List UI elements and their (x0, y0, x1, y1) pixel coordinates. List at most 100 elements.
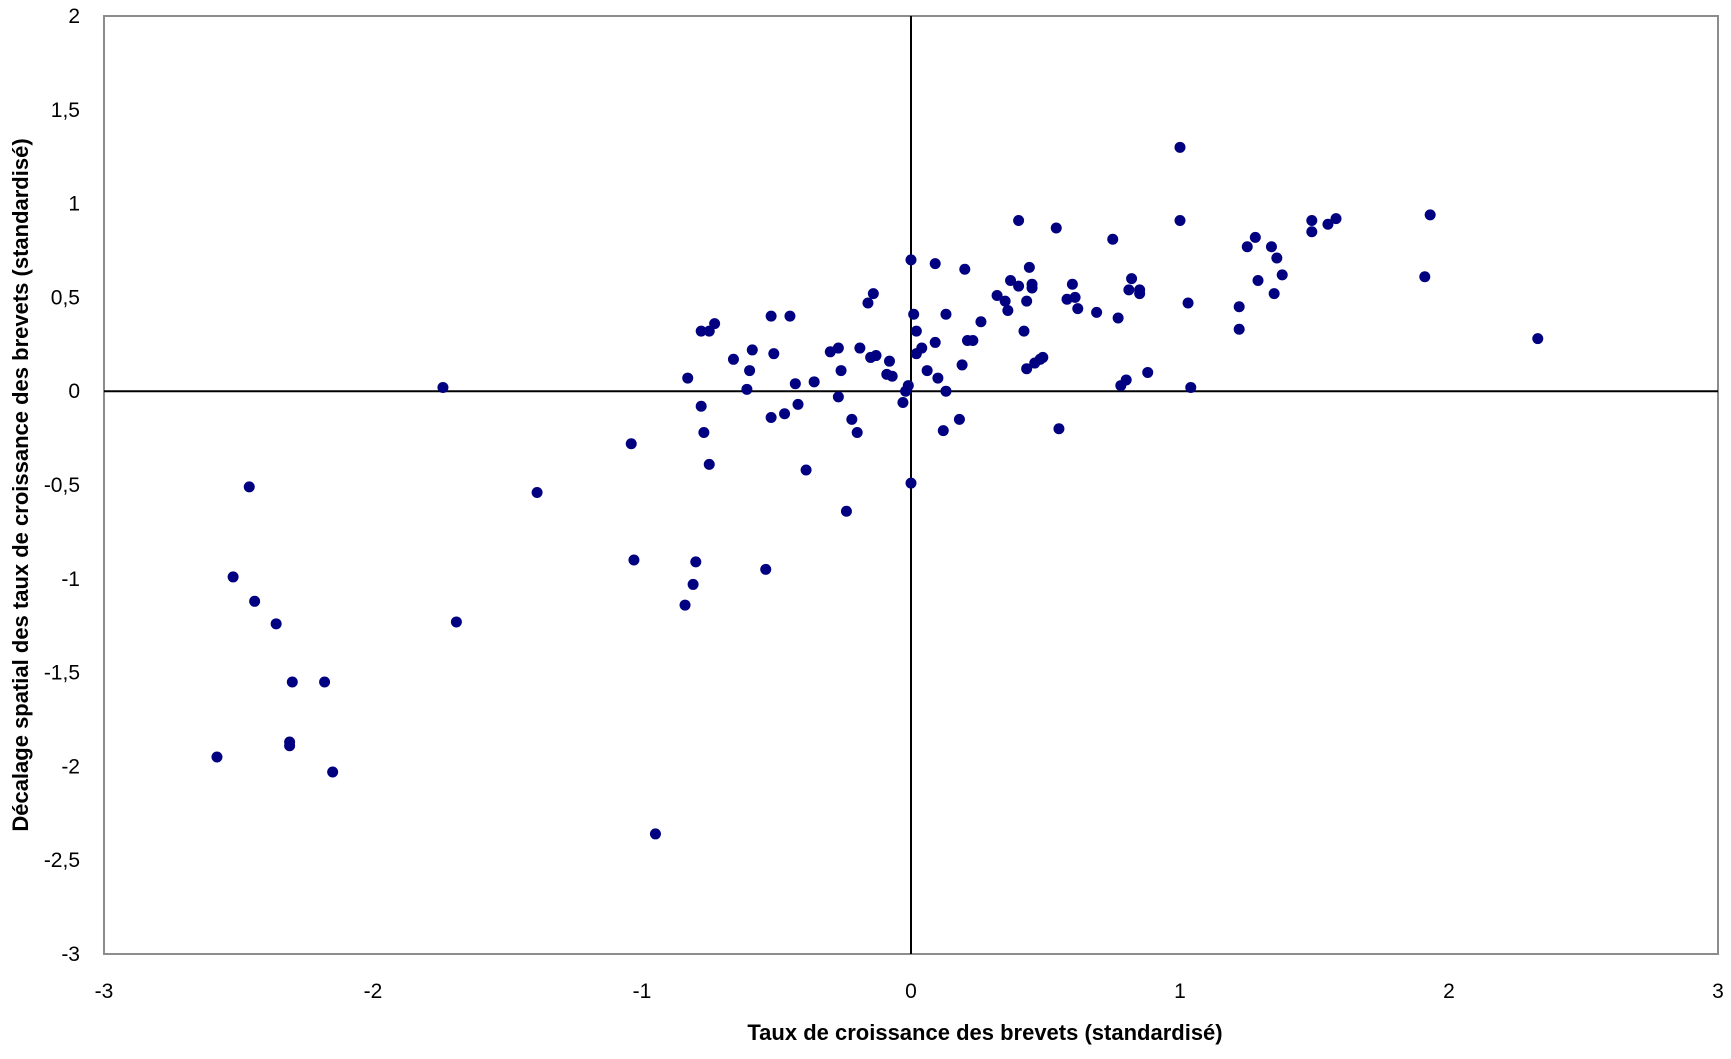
data-point (959, 263, 971, 275)
data-point (1066, 278, 1078, 290)
data-point (531, 487, 543, 499)
data-point (746, 344, 758, 356)
data-point (929, 258, 941, 270)
data-point (227, 571, 239, 583)
data-point (679, 599, 691, 611)
data-point (929, 336, 941, 348)
data-point (243, 481, 255, 493)
data-point (1182, 297, 1194, 309)
data-point (1306, 214, 1318, 226)
data-point (1233, 301, 1245, 313)
data-point (789, 378, 801, 390)
x-tick-label: 3 (1712, 980, 1724, 1003)
data-point (1069, 291, 1081, 303)
data-point (765, 411, 777, 423)
data-point (910, 325, 922, 337)
data-point (1091, 306, 1103, 318)
y-tick-label: -1,5 (44, 662, 80, 685)
data-point (1174, 214, 1186, 226)
x-tick-label: 0 (905, 980, 917, 1003)
y-tick-label: 0,5 (51, 286, 80, 309)
x-tick-label: 2 (1443, 980, 1455, 1003)
data-point (956, 359, 968, 371)
data-point (1021, 295, 1033, 307)
data-point (792, 398, 804, 410)
data-point (1174, 141, 1186, 153)
x-tick-label: -1 (633, 980, 652, 1003)
x-tick-label: 1 (1174, 980, 1186, 1003)
data-point (270, 618, 282, 630)
data-point (1322, 218, 1334, 230)
y-tick-label: 2 (68, 5, 80, 28)
data-point (1072, 303, 1084, 315)
data-point (835, 365, 847, 377)
data-point (1265, 241, 1277, 253)
data-point (1021, 363, 1033, 375)
data-point (991, 290, 1003, 302)
data-point (1053, 423, 1065, 435)
data-point (760, 563, 772, 575)
data-point (905, 477, 917, 489)
data-point (286, 676, 298, 688)
data-point (832, 391, 844, 403)
data-point (727, 353, 739, 365)
data-point (800, 464, 812, 476)
y-axis-title: Décalage spatial des taux de croissance … (8, 138, 33, 831)
x-axis-tick-labels: -3 -2 -1 0 1 2 3 (95, 980, 1724, 1003)
data-point (1142, 366, 1154, 378)
data-point (916, 342, 928, 354)
data-point (1026, 282, 1038, 294)
data-point (1268, 288, 1280, 300)
data-point (1233, 323, 1245, 335)
data-point (695, 400, 707, 412)
data-point (1185, 381, 1197, 393)
data-point (1005, 275, 1017, 287)
data-point (921, 365, 933, 377)
data-point (628, 554, 640, 566)
data-point (832, 342, 844, 354)
y-tick-label: -2 (61, 755, 80, 778)
data-point (1532, 333, 1544, 345)
data-point (1249, 231, 1261, 243)
data-point (1018, 325, 1030, 337)
data-point (744, 365, 756, 377)
data-point (1023, 261, 1035, 273)
data-point (1126, 273, 1138, 285)
data-point (846, 413, 858, 425)
data-point (784, 310, 796, 322)
data-point (897, 396, 909, 408)
data-point (808, 376, 820, 388)
data-point (1002, 305, 1014, 317)
data-point (908, 308, 920, 320)
data-point (1123, 284, 1135, 296)
data-point (851, 426, 863, 438)
data-point (779, 408, 791, 420)
data-point (999, 295, 1011, 307)
y-tick-label: 1,5 (51, 99, 80, 122)
data-point (940, 385, 952, 397)
data-point (870, 350, 882, 362)
data-point (940, 308, 952, 320)
y-axis-tick-labels: 2 1,5 1 0,5 0 -0,5 -1 -1,5 -2 -2,5 -3 (44, 5, 80, 966)
y-tick-label: -0,5 (44, 474, 80, 497)
data-point (741, 383, 753, 395)
data-point (886, 370, 898, 382)
data-point (1276, 269, 1288, 281)
data-point (1112, 312, 1124, 324)
data-point (690, 556, 702, 568)
data-point (765, 310, 777, 322)
data-point (975, 316, 987, 328)
data-point (625, 438, 637, 450)
x-tick-label: -3 (95, 980, 114, 1003)
data-point (902, 380, 914, 392)
data-point (862, 297, 874, 309)
data-point (768, 348, 780, 360)
data-point (883, 355, 895, 367)
data-point (953, 413, 965, 425)
x-axis-title: Taux de croissance des brevets (standard… (747, 1020, 1222, 1045)
y-tick-label: 0 (68, 380, 80, 403)
data-point (319, 676, 331, 688)
data-point (1013, 214, 1025, 226)
data-point (698, 426, 710, 438)
